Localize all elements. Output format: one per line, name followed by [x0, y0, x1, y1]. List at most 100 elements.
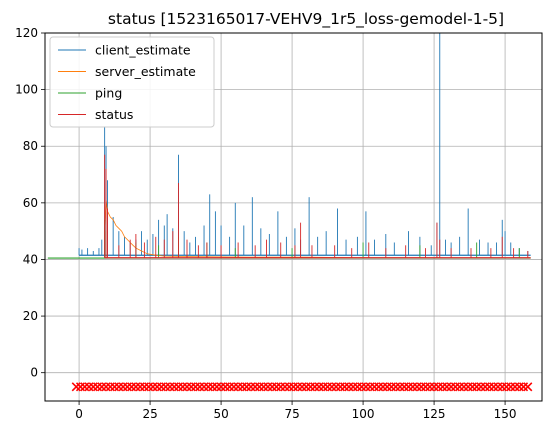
marker-x	[182, 382, 192, 392]
marker-x	[489, 382, 499, 392]
marker-x	[472, 382, 482, 392]
marker-x	[463, 382, 473, 392]
legend-label: status	[95, 107, 133, 122]
marker-x	[263, 382, 273, 392]
marker-x	[173, 382, 184, 392]
marker-x	[305, 382, 316, 392]
marker-x	[178, 382, 188, 392]
marker-x	[101, 382, 111, 392]
marker-x	[293, 382, 303, 392]
marker-x	[131, 382, 141, 392]
legend-label: client_estimate	[95, 43, 191, 58]
y-tick-label: 40	[23, 252, 38, 266]
legend-box	[49, 36, 215, 128]
marker-x	[523, 382, 533, 392]
marker-x	[386, 382, 397, 392]
marker-x	[420, 382, 431, 392]
marker-x	[344, 382, 354, 392]
marker-x	[378, 382, 388, 392]
marker-x	[335, 382, 345, 392]
y-tick-label: 0	[30, 366, 38, 380]
marker-x	[416, 382, 426, 392]
x-tick-label: 150	[494, 407, 517, 421]
plot-frame	[44, 32, 543, 402]
marker-x	[207, 382, 218, 392]
marker-x	[190, 382, 201, 392]
marker-x	[442, 382, 452, 392]
marker-x	[433, 382, 443, 392]
marker-x	[501, 382, 512, 392]
marker-x	[88, 382, 98, 392]
marker-x	[348, 382, 358, 392]
x-tick-label: 75	[284, 407, 299, 421]
chart-title: status [1523165017-VEHV9_1r5_loss-gemode…	[108, 10, 504, 29]
marker-x	[161, 382, 171, 392]
marker-x	[510, 382, 520, 392]
marker-x	[301, 382, 311, 392]
marker-x	[118, 382, 128, 392]
y-tick-label: 80	[23, 139, 38, 153]
x-tick-label: 25	[142, 407, 157, 421]
x-tick-label: 100	[352, 407, 375, 421]
marker-x	[156, 382, 167, 392]
marker-x	[369, 382, 380, 392]
marker-x	[80, 382, 90, 392]
marker-x	[92, 382, 103, 392]
marker-x	[110, 382, 120, 392]
marker-x	[276, 382, 286, 392]
x-tick-label: 50	[213, 407, 228, 421]
marker-x	[314, 382, 324, 392]
marker-x	[152, 382, 162, 392]
marker-x	[323, 382, 333, 392]
marker-x	[476, 382, 486, 392]
marker-x	[514, 382, 524, 392]
y-tick-label: 60	[23, 196, 38, 210]
marker-x	[382, 382, 392, 392]
marker-x	[446, 382, 456, 392]
marker-x	[352, 382, 362, 392]
marker-x	[237, 382, 247, 392]
marker-x	[374, 382, 384, 392]
marker-x	[425, 382, 435, 392]
y-tick-label: 120	[15, 26, 38, 40]
y-tick-label: 100	[15, 83, 38, 97]
marker-x	[365, 382, 375, 392]
marker-x	[246, 382, 256, 392]
marker-x	[127, 382, 137, 392]
marker-x	[186, 382, 196, 392]
marker-x	[310, 382, 320, 392]
marker-x	[105, 382, 115, 392]
series-client-estimate	[78, 33, 531, 256]
marker-x	[97, 382, 107, 392]
marker-x	[195, 382, 205, 392]
marker-x	[455, 382, 465, 392]
marker-x	[169, 382, 179, 392]
marker-x	[233, 382, 243, 392]
marker-x	[340, 382, 350, 392]
series-ping	[47, 219, 531, 259]
marker-x	[267, 382, 277, 392]
marker-x	[408, 382, 418, 392]
marker-x	[220, 382, 230, 392]
x-tick-label: 0	[75, 407, 83, 421]
x-tick-label: 125	[423, 407, 446, 421]
marker-x	[199, 382, 209, 392]
marker-row	[71, 382, 533, 392]
marker-x	[297, 382, 307, 392]
marker-x	[259, 382, 269, 392]
series-status	[104, 154, 531, 259]
marker-x	[84, 382, 94, 392]
marker-x	[450, 382, 460, 392]
marker-x	[250, 382, 260, 392]
marker-x	[203, 382, 213, 392]
axis-ticks: 0 25 50 75 100 125 150 0 20 40 60 80 100 120	[15, 26, 516, 421]
legend-label: server_estimate	[95, 64, 196, 79]
marker-x	[399, 382, 409, 392]
marker-x	[288, 382, 299, 392]
legend-label: ping	[95, 86, 122, 101]
marker-x	[357, 382, 367, 392]
marker-x	[318, 382, 328, 392]
